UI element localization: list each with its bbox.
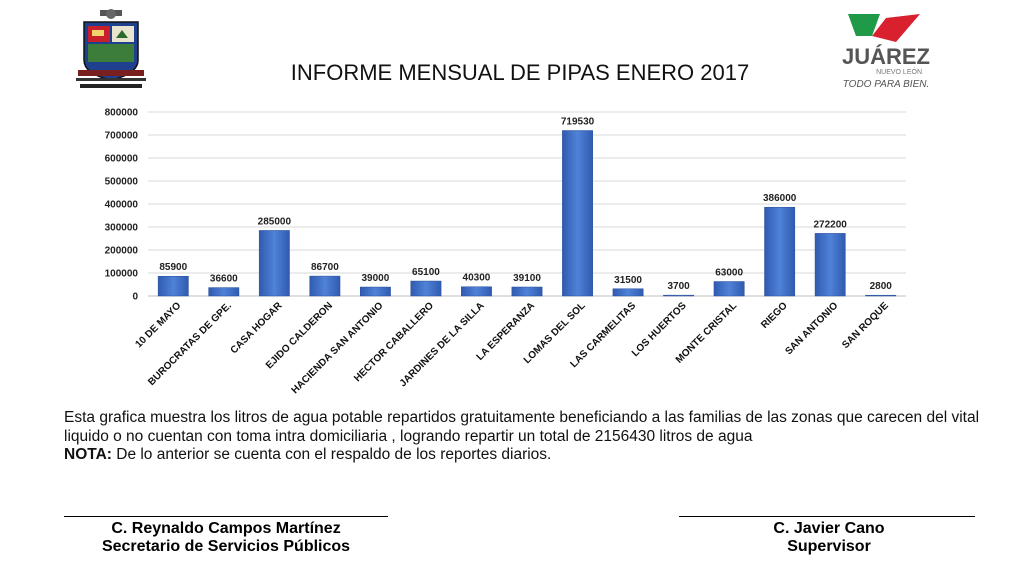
data-label: 2800: [870, 281, 893, 292]
brand-text: JUÁREZ: [842, 44, 930, 69]
bar: [157, 275, 189, 297]
data-label: 40300: [463, 273, 491, 284]
description: Esta grafica muestra los litros de agua …: [64, 409, 984, 465]
y-tick-label: 100000: [105, 269, 139, 280]
juarez-logo: JUÁREZ NUEVO LEÓN TODO PARA BIEN.: [842, 14, 930, 90]
y-tick-label: 300000: [105, 223, 139, 234]
category-label: BUROCRATAS DE GPE.: [146, 300, 234, 388]
bar: [612, 288, 644, 297]
data-label: 31500: [614, 275, 642, 286]
data-label: 386000: [763, 193, 797, 204]
y-axis: 800000 700000 600000 500000 400000 300000 2000…: [105, 108, 139, 303]
category-label: HACIENDA SAN ANTONIO: [290, 300, 386, 396]
data-label: 36600: [210, 274, 238, 285]
coat-of-arms-logo: [76, 9, 146, 88]
y-tick-label: 200000: [105, 246, 139, 257]
signature-name-left: C. Reynaldo Campos Martínez: [111, 520, 341, 537]
category-label: JARDINES DE LA SILLA: [398, 300, 487, 389]
y-tick-label: 500000: [105, 177, 139, 188]
signature-line-right: [679, 516, 975, 517]
category-label: RIEGO: [759, 300, 790, 331]
bar: [258, 230, 290, 297]
data-label: 39100: [513, 273, 541, 284]
bar: [208, 287, 240, 297]
data-label: 285000: [258, 216, 292, 227]
y-tick-label: 700000: [105, 131, 139, 142]
data-label: 3700: [667, 281, 690, 292]
bar: [410, 280, 442, 297]
category-label: SAN ANTONIO: [783, 300, 840, 357]
y-tick-label: 600000: [105, 154, 139, 165]
signature-line-left: [64, 516, 388, 517]
data-label: 719530: [561, 117, 595, 128]
bar: [511, 286, 543, 297]
note-text: De lo anterior se cuenta con el respaldo…: [111, 446, 552, 463]
data-label: 39000: [361, 273, 389, 284]
bar: [663, 294, 695, 297]
category-label: CASA HOGAR: [229, 300, 285, 356]
data-label: 85900: [159, 262, 187, 273]
bar: [461, 286, 492, 297]
y-tick-label: 400000: [105, 200, 139, 211]
category-label: LOS HUERTOS: [630, 300, 689, 359]
bar: [309, 275, 341, 297]
bar: [359, 286, 391, 297]
bar: [764, 206, 796, 297]
region-text: NUEVO LEÓN: [876, 67, 922, 76]
bars: [157, 130, 897, 297]
signature-name-right: C. Javier Cano: [773, 520, 885, 537]
bar: [713, 281, 745, 297]
bar: [865, 294, 897, 297]
category-label: SAN ROQUE: [840, 300, 891, 351]
y-tick-label: 800000: [105, 108, 139, 119]
bar: [562, 130, 593, 297]
bar: [814, 233, 846, 297]
chart-title: INFORME MENSUAL DE PIPAS ENERO 2017: [290, 60, 750, 85]
data-label: 63000: [715, 268, 743, 279]
description-text: Esta grafica muestra los litros de agua …: [64, 409, 980, 445]
signature-role-right: Supervisor: [787, 538, 871, 555]
y-tick-label: 0: [132, 292, 138, 303]
bar-chart: 800000 700000 600000 500000 400000 300000 2000…: [105, 108, 906, 396]
category-label: 10 DE MAYO: [133, 300, 183, 350]
data-label: 272200: [814, 219, 848, 230]
data-label: 65100: [412, 267, 440, 278]
data-labels: 85900 36600 285000 86700 39000 65100 40300 3910…: [159, 117, 892, 293]
data-label: 86700: [311, 262, 339, 273]
slogan-text: TODO PARA BIEN.: [843, 79, 930, 90]
signature-role-left: Secretario de Servicios Públicos: [101, 538, 351, 555]
note-label: NOTA:: [64, 446, 112, 463]
